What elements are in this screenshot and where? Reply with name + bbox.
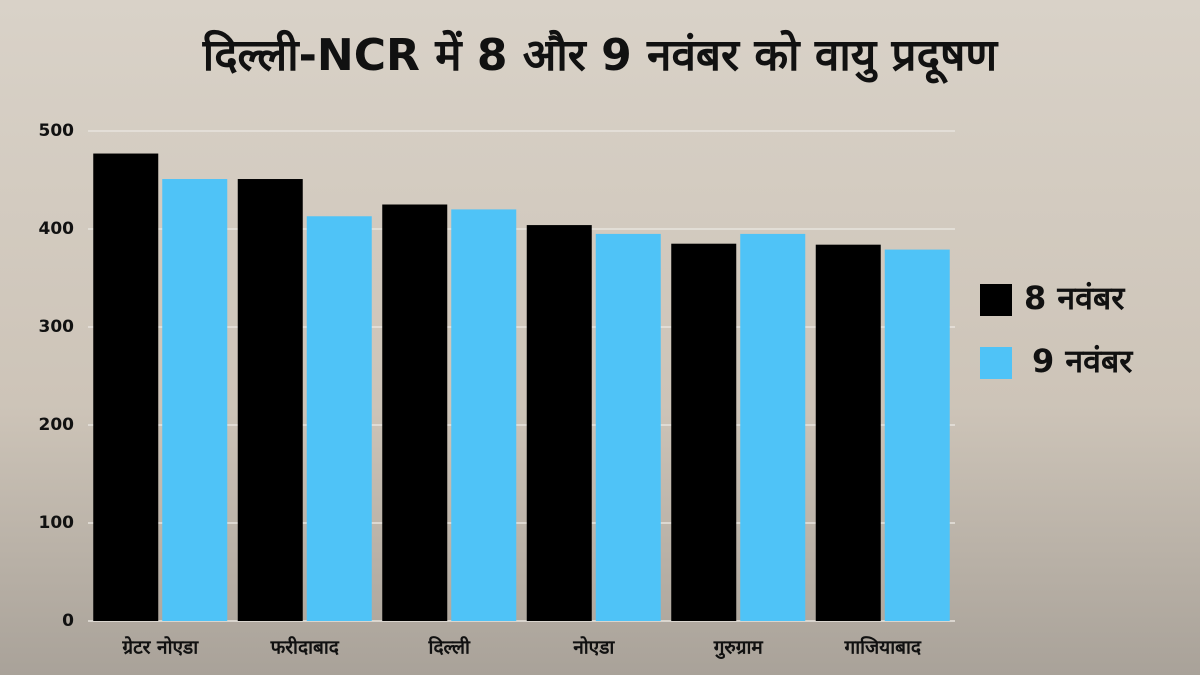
legend-swatch: [980, 284, 1012, 316]
legend-label: 9 नवंबर: [1032, 342, 1134, 380]
bar: [93, 153, 159, 622]
bar: [671, 243, 737, 621]
bar: [451, 209, 517, 621]
legend-label: 8 नवंबर: [1024, 279, 1126, 317]
bar: [815, 244, 881, 621]
legend-swatch: [980, 347, 1012, 379]
x-tick-label: गाजियाबाद: [844, 636, 922, 659]
bar: [382, 204, 448, 621]
y-tick-label: 400: [39, 219, 75, 239]
bar: [884, 249, 950, 621]
y-tick-label: 200: [39, 415, 75, 435]
bar: [306, 216, 372, 621]
y-tick-label: 300: [39, 317, 75, 337]
bar: [237, 179, 303, 621]
y-tick-label: 0: [62, 611, 74, 631]
y-tick-label: 100: [39, 513, 75, 533]
x-tick-label: दिल्ली: [428, 636, 471, 659]
bar: [595, 233, 661, 621]
y-tick-label: 500: [39, 121, 75, 141]
x-tick-label: नोएडा: [572, 636, 615, 659]
x-tick-label: फरीदाबाद: [270, 636, 340, 659]
bar: [526, 225, 592, 621]
bar: [740, 233, 806, 621]
x-tick-label: ग्रेटर नोएडा: [121, 636, 199, 659]
x-tick-label: गुरुग्राम: [713, 637, 764, 660]
chart-title: दिल्ली-NCR में 8 और 9 नवंबर को वायु प्रद…: [202, 29, 1000, 84]
bar: [162, 179, 228, 621]
